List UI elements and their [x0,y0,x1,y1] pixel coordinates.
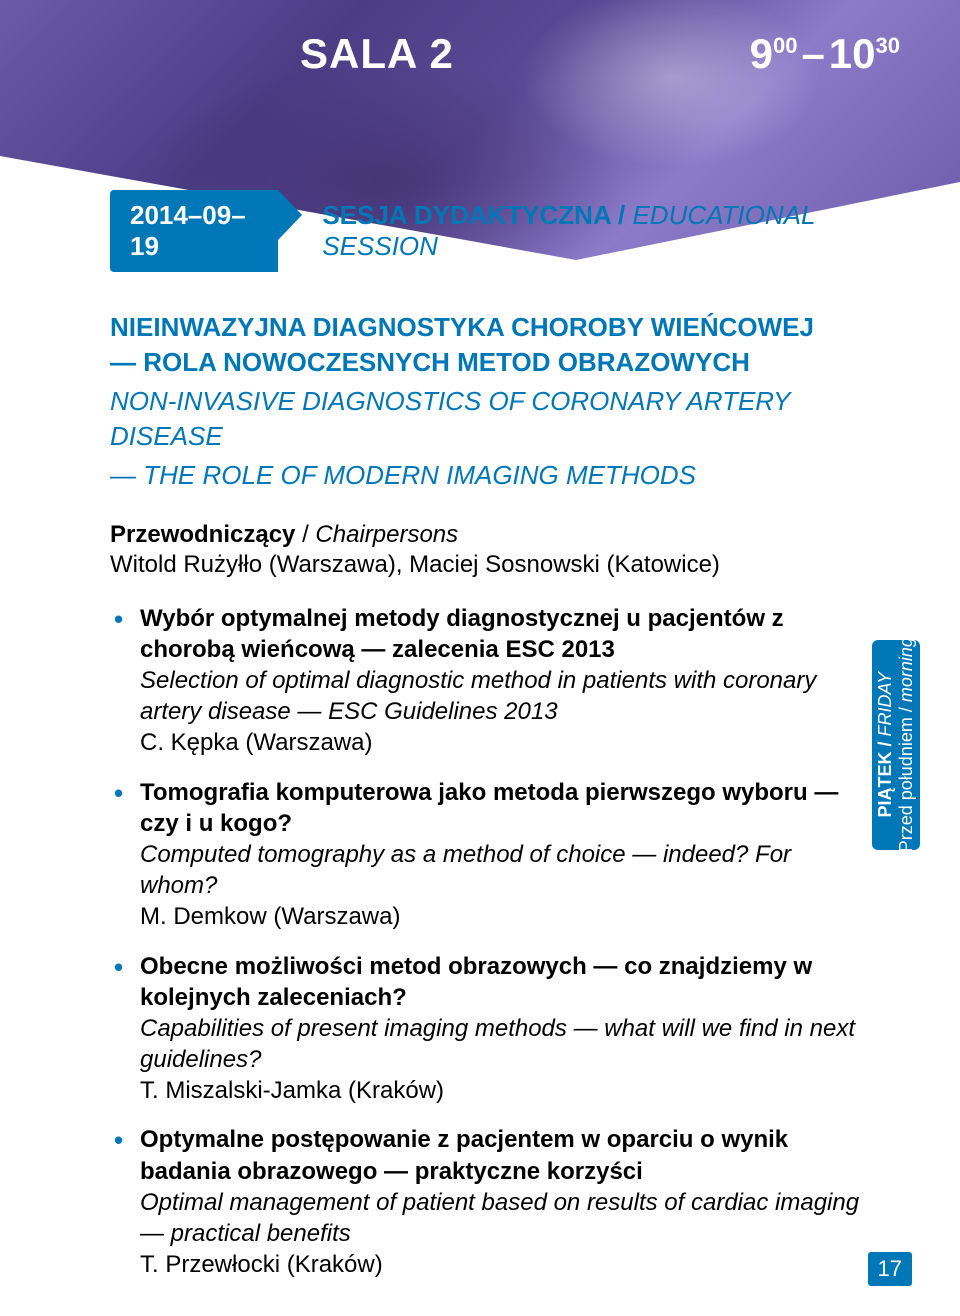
item-author: T. Miszalski-Jamka (Kraków) [140,1075,860,1106]
agenda-item: Obecne możliwości metod obrazowych — co … [110,951,860,1107]
side-tab-day-pl: PIĄTEK [875,752,895,818]
agenda-item: Tomografia komputerowa jako metoda pierw… [110,777,860,933]
session-type-sep: / [618,200,632,230]
item-author: M. Demkow (Warszawa) [140,901,860,932]
header-bar: SALA 2 900–1030 [300,30,900,90]
item-title-pl: Wybór optymalnej metody diagnostycznej u… [140,603,860,665]
content-area: 2014–09–19 SESJA DYDAKTYCZNA / EDUCATION… [110,190,860,1298]
agenda-list: Wybór optymalnej metody diagnostycznej u… [110,603,860,1281]
agenda-item: Optymalne postępowanie z pacjentem w opa… [110,1124,860,1280]
time-end-h: 10 [829,30,876,77]
item-author: T. Przewłocki (Kraków) [140,1249,860,1280]
date-badge: 2014–09–19 [110,190,278,272]
chair-label-en: Chairpersons [315,521,458,548]
item-title-en: Computed tomography as a method of choic… [140,839,860,901]
time-range: 900–1030 [750,30,900,78]
title-en-line1: NON-INVASIVE DIAGNOSTICS OF CORONARY ART… [110,384,860,454]
side-tab-part: Przed południem / morning [896,637,917,852]
chair-names: Witold Rużyłło (Warszawa), Maciej Sosnow… [110,549,860,580]
time-dash: – [801,30,824,77]
title-en-line2: — THE ROLE OF MODERN IMAGING METHODS [110,458,860,493]
time-start-m: 00 [773,33,797,58]
item-title-pl: Obecne możliwości metod obrazowych — co … [140,951,860,1013]
item-author: C. Kępka (Warszawa) [140,727,860,758]
item-title-pl: Tomografia komputerowa jako metoda pierw… [140,777,860,839]
chairpersons: Przewodniczący / Chairpersons Witold Ruż… [110,521,860,580]
chair-label: Przewodniczący / Chairpersons [110,521,860,549]
item-title-en: Capabilities of present imaging methods … [140,1013,860,1075]
session-type-pl: SESJA DYDAKTYCZNA [322,200,610,230]
date-session-row: 2014–09–19 SESJA DYDAKTYCZNA / EDUCATION… [110,190,860,272]
chair-label-pl: Przewodniczący [110,521,295,548]
side-tab-day-en: FRIDAY [875,672,895,737]
item-title-en: Selection of optimal diagnostic method i… [140,665,860,727]
room-label: SALA 2 [300,30,454,78]
item-title-en: Optimal management of patient based on r… [140,1187,860,1249]
side-tab: PIĄTEK / FRIDAY Przed południem / mornin… [872,640,920,850]
session-type: SESJA DYDAKTYCZNA / EDUCATIONAL SESSION [322,200,860,262]
side-tab-part-pl: Przed południem [896,717,916,852]
time-start-h: 9 [750,30,773,77]
agenda-item: Wybór optymalnej metody diagnostycznej u… [110,603,860,759]
item-title-pl: Optymalne postępowanie z pacjentem w opa… [140,1124,860,1186]
page-number: 17 [868,1252,912,1286]
title-pl-line2: — ROLA NOWOCZESNYCH METOD OBRAZOWYCH [110,345,860,380]
side-tab-day: PIĄTEK / FRIDAY [875,637,896,852]
side-tab-text: PIĄTEK / FRIDAY Przed południem / mornin… [875,637,916,852]
session-title: NIEINWAZYJNA DIAGNOSTYKA CHOROBY WIEŃCOW… [110,310,860,493]
side-tab-part-en: morning [896,637,916,702]
time-end-m: 30 [876,33,900,58]
title-pl-line1: NIEINWAZYJNA DIAGNOSTYKA CHOROBY WIEŃCOW… [110,310,860,345]
chair-label-sep: / [302,521,315,548]
